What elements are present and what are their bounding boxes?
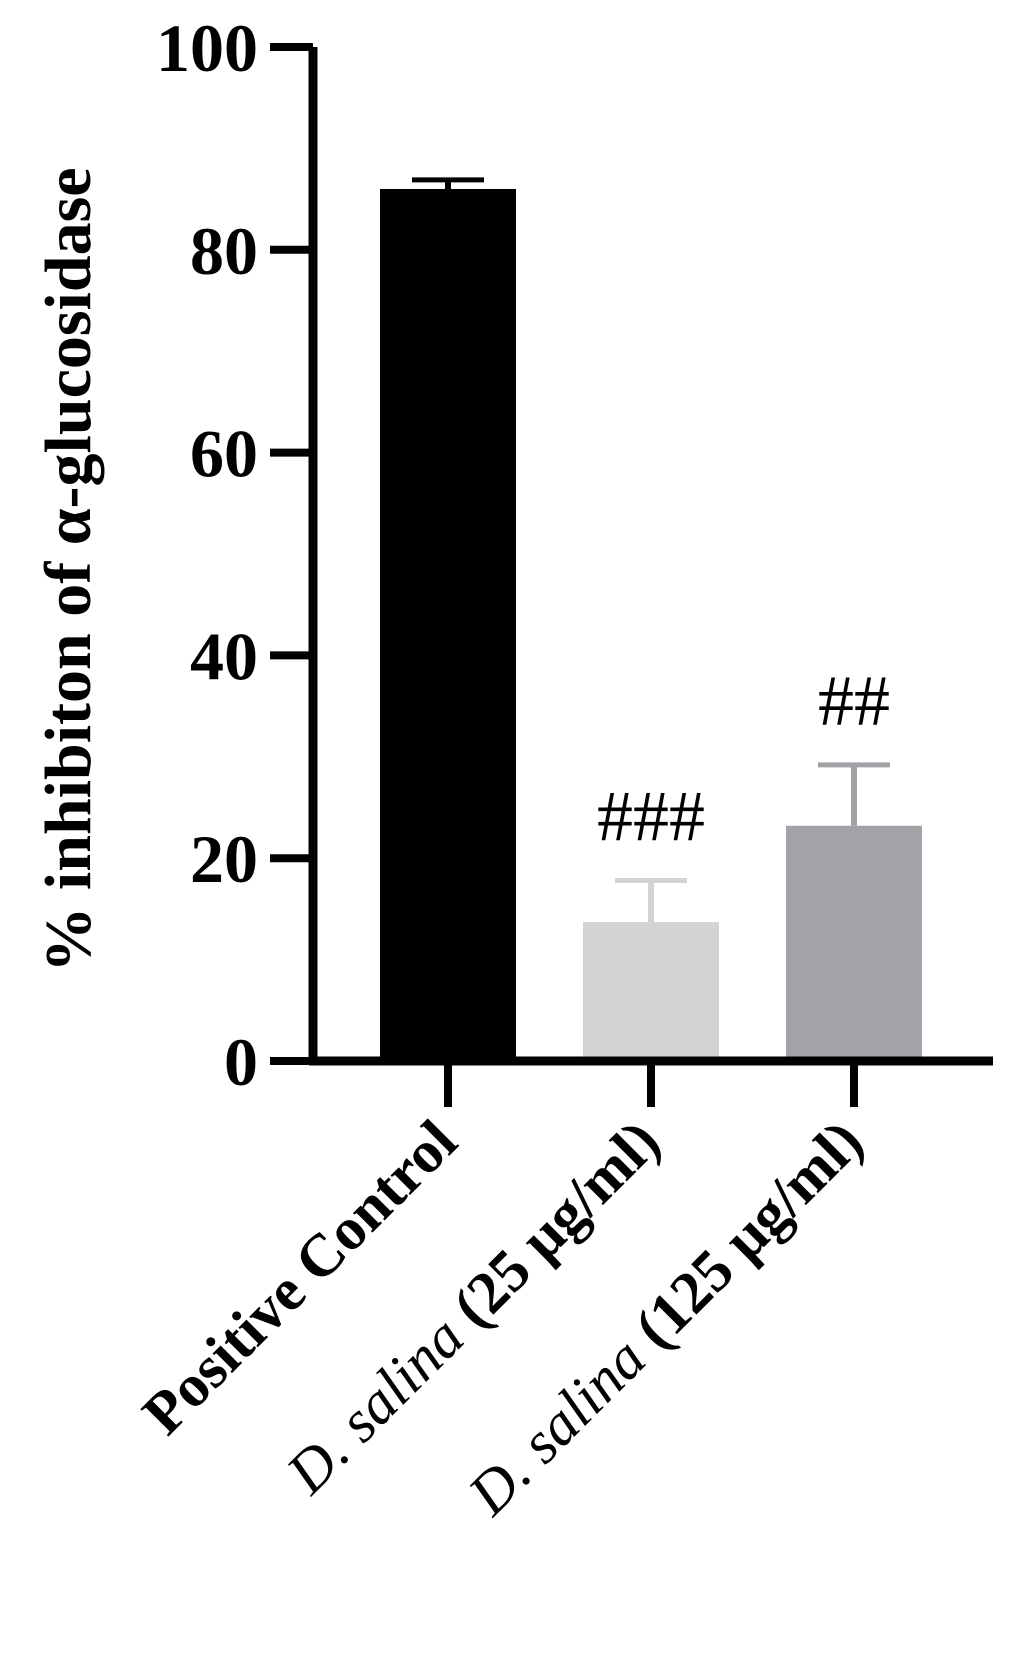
y-tick-label: 80: [190, 213, 258, 289]
y-tick-label: 20: [190, 821, 258, 897]
bar: [786, 825, 922, 1061]
bars: [380, 188, 922, 1061]
significance-label: ###: [597, 777, 705, 857]
bar: [380, 188, 516, 1061]
bar: [583, 922, 719, 1061]
x-ticks: [444, 1061, 858, 1107]
error-bars: [412, 177, 890, 923]
y-tick-label: 0: [224, 1024, 258, 1100]
significance-label: ##: [818, 661, 890, 741]
category-species: D. salina: [455, 1325, 658, 1528]
y-axis-title: % inhibiton of α-glucosidase: [32, 167, 105, 972]
y-tick-label: 100: [156, 10, 258, 86]
category-label: D. salina (25 μg/ml): [273, 1108, 672, 1507]
y-ticks: 0 20 40 60 80 100: [156, 10, 313, 1100]
y-tick-label: 40: [190, 618, 258, 694]
y-tick-label: 60: [190, 416, 258, 492]
significance-labels: #####: [597, 661, 890, 857]
category-label: D. salina (125 μg/ml): [455, 1108, 875, 1528]
category-species: D. salina: [273, 1304, 476, 1507]
